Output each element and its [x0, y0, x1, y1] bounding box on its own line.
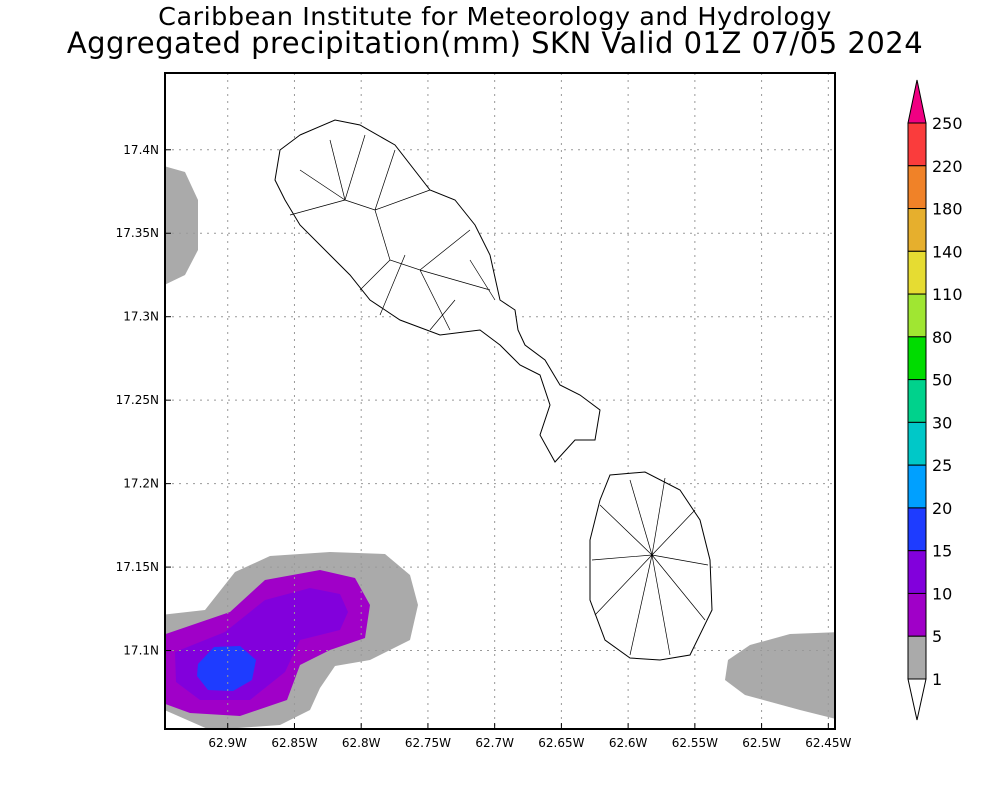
legend-swatch — [907, 336, 927, 381]
lon-tick-label: 62.5W — [742, 736, 781, 750]
lat-tick-label: 17.2N — [123, 477, 159, 491]
legend-label: 30 — [932, 413, 952, 432]
precip-area-1-5mm-west — [165, 166, 198, 285]
legend-swatch — [907, 379, 927, 423]
lat-tick-label: 17.1N — [123, 644, 159, 658]
legend-label: 180 — [932, 200, 963, 219]
lat-tick-label: 17.15N — [116, 560, 159, 574]
chart-title-product: Aggregated precipitation(mm) SKN Valid 0… — [66, 26, 924, 60]
color-legend: 250 220 180 140 110 80 50 30 25 20 15 10 5 1 — [907, 79, 963, 721]
legend-label: 25 — [932, 456, 952, 475]
chart-title-institute: Caribbean Institute for Meteorology and … — [158, 2, 832, 31]
lat-tick-label: 17.25N — [116, 393, 159, 407]
lon-tick-label: 62.55W — [672, 736, 718, 750]
lon-tick-label: 62.85W — [271, 736, 317, 750]
legend-swatch — [907, 250, 927, 295]
legend-swatch — [907, 293, 927, 338]
lat-tick-label: 17.4N — [123, 143, 159, 157]
lon-tick-label: 62.65W — [538, 736, 584, 750]
legend-label: 50 — [932, 371, 952, 390]
precip-area-1-5mm-east — [725, 632, 835, 719]
legend-swatch — [907, 421, 927, 466]
legend-swatch — [907, 464, 927, 509]
legend-swatch — [907, 507, 927, 552]
lon-tick-label: 62.7W — [475, 736, 514, 750]
lon-tick-label: 62.6W — [609, 736, 648, 750]
lon-tick-label: 62.45W — [805, 736, 851, 750]
legend-under-triangle — [907, 678, 927, 721]
legend-label: 80 — [932, 328, 952, 347]
longitude-axis: 62.9W 62.85W 62.8W 62.75W 62.7W 62.65W 62.6W 62… — [208, 723, 852, 750]
legend-swatch — [907, 122, 927, 167]
lat-tick-label: 17.3N — [123, 310, 159, 324]
legend-label: 1 — [932, 670, 942, 689]
legend-label: 250 — [932, 114, 963, 133]
legend-label: 220 — [932, 157, 963, 176]
lat-tick-label: 17.35N — [116, 226, 159, 240]
lon-tick-label: 62.8W — [342, 736, 381, 750]
legend-swatch — [907, 592, 927, 637]
legend-label: 5 — [932, 627, 942, 646]
legend-label: 20 — [932, 499, 952, 518]
legend-label: 140 — [932, 242, 963, 261]
legend-swatch — [907, 635, 927, 680]
legend-label: 10 — [932, 584, 952, 603]
precip-fields — [165, 166, 835, 729]
legend-swatch — [907, 165, 927, 210]
latitude-axis: 17.4N 17.35N 17.3N 17.25N 17.2N 17.15N 17.1N — [116, 143, 171, 658]
legend-over-triangle — [907, 79, 927, 124]
legend-label: 15 — [932, 542, 952, 561]
legend-label: 110 — [932, 285, 963, 304]
precip-area-15-20mm — [197, 646, 256, 691]
island-nevis — [589, 471, 713, 661]
lon-tick-label: 62.9W — [208, 736, 247, 750]
legend-swatch — [907, 208, 927, 252]
lon-tick-label: 62.75W — [405, 736, 451, 750]
legend-swatch — [907, 550, 927, 594]
map-frame — [164, 72, 836, 730]
island-st-kitts — [274, 119, 601, 463]
